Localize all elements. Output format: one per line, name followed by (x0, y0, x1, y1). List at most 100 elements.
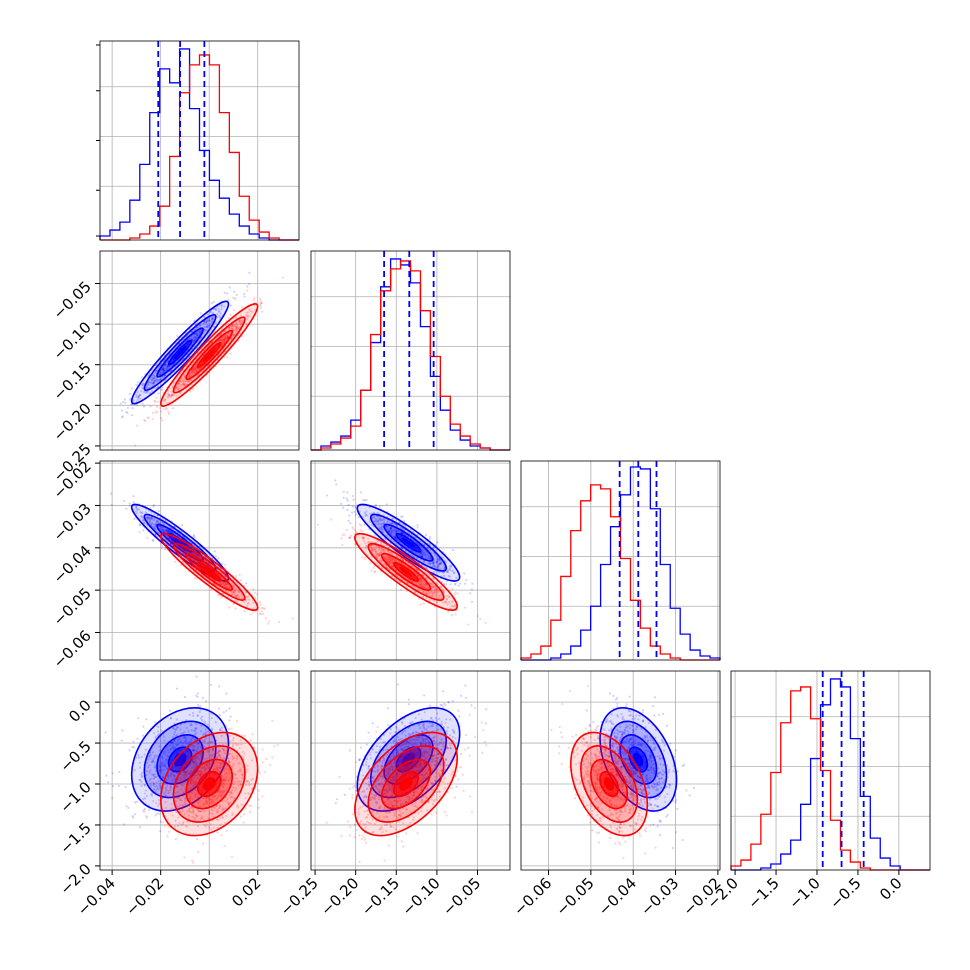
red-scatter-point (388, 561, 391, 564)
red-scatter-point (278, 620, 281, 624)
blue-scatter-point (351, 505, 355, 508)
red-scatter-point (451, 587, 454, 591)
blue-scatter-point (150, 389, 154, 393)
blue-scatter-point (154, 756, 157, 759)
red-scatter-point (224, 329, 227, 333)
red-scatter-point (230, 593, 233, 596)
blue-scatter-point (346, 491, 349, 494)
red-scatter-point (226, 335, 229, 338)
red-scatter-point (232, 590, 235, 593)
blue-scatter-point (341, 506, 345, 509)
red-scatter-point (389, 559, 392, 563)
blue-scatter-point (152, 373, 155, 377)
blue-scatter-point (364, 513, 367, 516)
red-scatter-point (316, 523, 320, 526)
blue-scatter-point (427, 556, 430, 559)
scatter-contour-panel (99, 670, 300, 871)
blue-scatter-point (121, 416, 124, 419)
blue-scatter-point (138, 508, 141, 511)
red-scatter-point (190, 371, 194, 374)
blue-scatter-point (420, 554, 423, 558)
blue-scatter-point (435, 561, 439, 564)
panel-frame (520, 460, 721, 661)
blue-scatter-point (351, 494, 354, 498)
blue-scatter-point (428, 537, 432, 541)
blue-scatter-point (162, 529, 166, 532)
blue-scatter-point (208, 319, 211, 322)
blue-scatter-point (194, 727, 197, 730)
blue-scatter-point (198, 331, 201, 334)
red-scatter-point (181, 553, 184, 556)
red-scatter-point (413, 585, 416, 589)
blue-scatter-point (157, 763, 160, 766)
red-scatter-point (238, 320, 241, 323)
blue-scatter-point (196, 692, 200, 695)
red-scatter-point (361, 536, 364, 540)
red-scatter-point (391, 557, 394, 560)
red-scatter-point (396, 556, 400, 559)
red-scatter-point (376, 555, 379, 558)
red-scatter-point (373, 534, 376, 537)
blue-scatter-point (378, 527, 382, 530)
blue-scatter-point (165, 368, 168, 371)
red-scatter-point (163, 398, 167, 401)
blue-scatter-point (152, 539, 155, 542)
red-scatter-point (435, 587, 438, 591)
blue-scatter-point (394, 530, 397, 533)
blue-scatter-point (153, 512, 156, 515)
red-scatter-point (383, 557, 386, 560)
blue-scatter-point (123, 398, 126, 401)
red-scatter-point (467, 623, 470, 626)
red-scatter-point (232, 333, 235, 337)
red-scatter-point (191, 368, 194, 371)
red-scatter-point (420, 585, 423, 588)
red-scatter-point (154, 534, 157, 537)
blue-scatter-point (442, 571, 445, 575)
blue-scatter-point (415, 551, 418, 555)
blue-scatter-point (199, 324, 202, 327)
red-scatter-point (224, 589, 227, 592)
red-scatter-point (417, 597, 421, 600)
blue-scatter-point (199, 331, 202, 334)
blue-scatter-point (401, 528, 405, 531)
red-scatter-point (196, 374, 199, 377)
blue-scatter-point (432, 586, 435, 589)
red-scatter-point (247, 601, 250, 604)
blue-scatter-point (145, 816, 149, 819)
red-scatter-point (193, 557, 196, 561)
blue-scatter-point (438, 571, 441, 574)
red-scatter-point (224, 584, 227, 587)
blue-density-peak (401, 537, 416, 548)
blue-scatter-point (163, 369, 166, 372)
blue-scatter-point (147, 381, 151, 384)
blue-scatter-point (159, 378, 163, 381)
red-scatter-point (348, 536, 351, 539)
blue-scatter-point (143, 419, 146, 422)
red-scatter-point (413, 591, 417, 594)
blue-scatter-point (237, 590, 240, 593)
red-scatter-point (419, 583, 422, 586)
blue-scatter-point (378, 505, 382, 508)
red-scatter-point (228, 326, 231, 329)
red-scatter-point (227, 326, 231, 329)
red-scatter-point (222, 339, 225, 342)
red-scatter-point (240, 593, 243, 596)
blue-scatter-point (470, 600, 474, 604)
blue-scatter-point (153, 525, 156, 528)
blue-scatter-point (156, 385, 160, 388)
blue-scatter-point (150, 517, 153, 520)
blue-scatter-point (195, 337, 198, 340)
red-scatter-point (443, 582, 446, 586)
blue-scatter-point (449, 565, 452, 568)
blue-scatter-point (394, 535, 397, 539)
blue-scatter-point (371, 516, 374, 519)
red-scatter-point (258, 600, 262, 604)
red-scatter-point (383, 548, 386, 551)
scatter-contour-panel (310, 460, 511, 661)
blue-scatter-point (379, 541, 383, 544)
blue-scatter-point (379, 519, 382, 522)
blue-scatter-point (426, 547, 429, 550)
blue-scatter-point (389, 529, 393, 533)
red-scatter-point (218, 334, 221, 337)
blue-scatter-point (157, 519, 160, 523)
